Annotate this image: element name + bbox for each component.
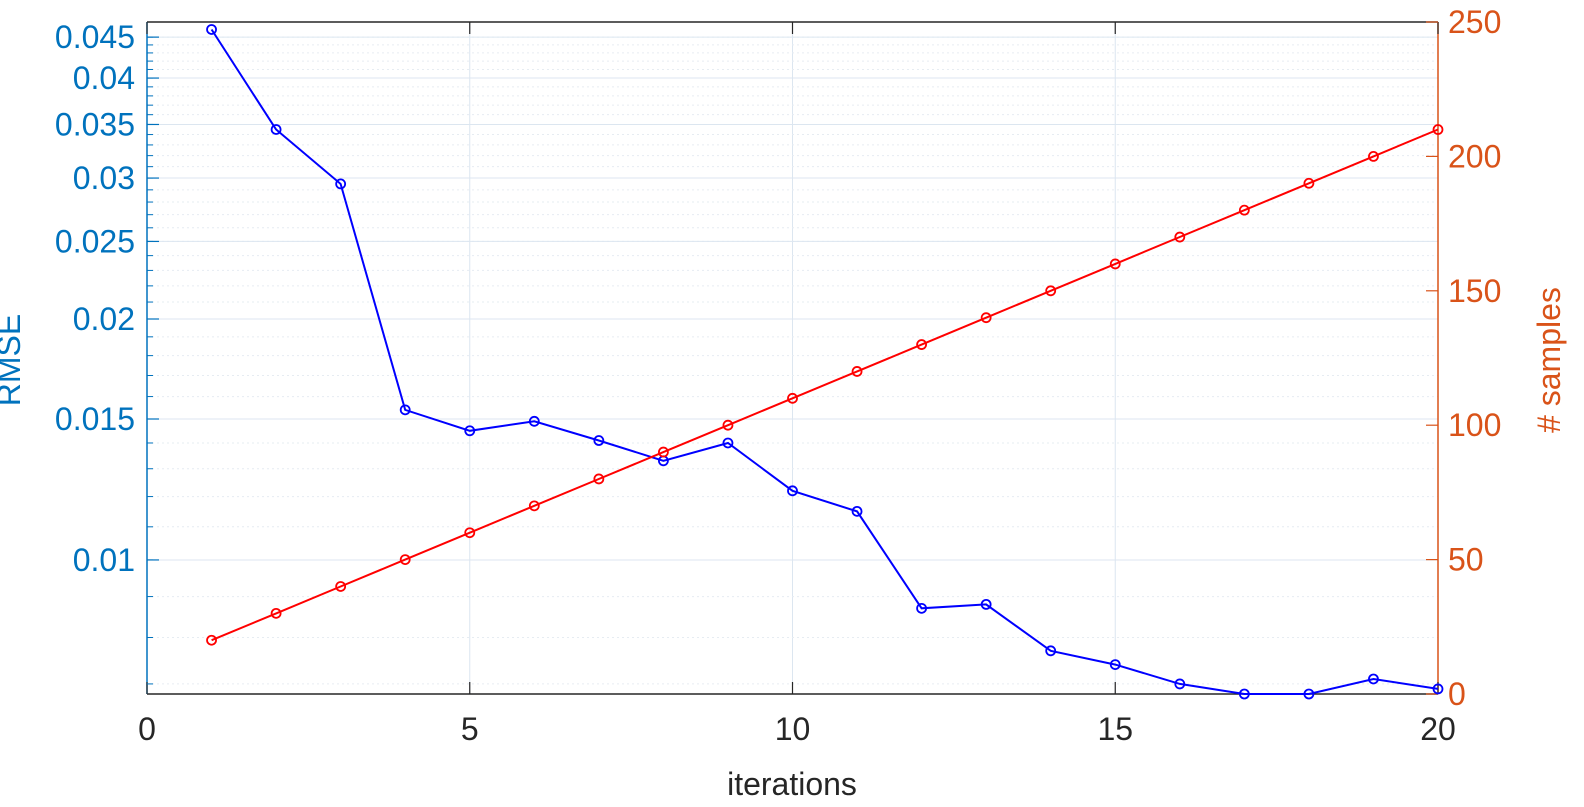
- x-axis-label: iterations: [727, 766, 857, 802]
- left-y-tick-label: 0.025: [55, 223, 135, 259]
- right-y-axis-label: # samples: [1531, 287, 1567, 433]
- rmse-point: [787, 485, 798, 497]
- left-y-tick-label: 0.01: [73, 542, 135, 578]
- x-tick-label: 10: [775, 711, 811, 747]
- rmse-point: [206, 24, 217, 35]
- rmse-point: [1174, 678, 1186, 690]
- rmse-point: [399, 404, 411, 416]
- grid: [146, 22, 1439, 694]
- samples-point: [593, 473, 605, 485]
- rmse-point: [335, 178, 347, 190]
- right-y-tick-label: 200: [1448, 138, 1501, 174]
- samples-point: [916, 339, 927, 350]
- left-y-tick-label: 0.015: [55, 401, 135, 437]
- samples-point: [1238, 204, 1250, 216]
- samples-point: [658, 446, 669, 458]
- left-y-tick-label: 0.035: [55, 106, 135, 142]
- samples-point: [1174, 231, 1186, 243]
- left-y-axis-label: RMSE: [0, 314, 27, 406]
- left-y-tick-label: 0.045: [55, 19, 135, 55]
- samples-point: [1045, 285, 1057, 297]
- rmse-point: [528, 415, 540, 427]
- x-tick-label: 5: [461, 711, 479, 747]
- rmse-point: [1238, 688, 1250, 700]
- right-y-tick-label: 50: [1448, 542, 1484, 578]
- samples-point: [1109, 258, 1121, 270]
- samples-point: [722, 419, 734, 431]
- rmse-point: [722, 437, 734, 449]
- rmse-series-line: [210, 28, 1439, 695]
- x-tick-label: 20: [1420, 711, 1456, 747]
- rmse-point: [593, 435, 605, 446]
- samples-point: [528, 500, 540, 512]
- samples-point: [335, 581, 347, 592]
- rmse-point: [1432, 683, 1444, 695]
- left-y-tick-label: 0.02: [73, 301, 135, 337]
- samples-point: [206, 634, 217, 646]
- samples-point: [1368, 150, 1379, 162]
- rmse-point: [1045, 645, 1057, 657]
- x-tick-label: 0: [138, 711, 156, 747]
- x-tick-label: 15: [1097, 711, 1133, 747]
- rmse-point: [851, 505, 863, 517]
- axes: [146, 21, 1439, 695]
- tick-labels: 0 5 10 15 20 0.01 0.015 0.02 0.025 0.03 0.035 0.04 0…: [55, 4, 1501, 747]
- samples-point: [464, 527, 476, 539]
- rmse-point: [1303, 688, 1315, 700]
- left-y-tick-label: 0.04: [73, 60, 135, 96]
- right-y-tick-label: 0: [1448, 676, 1466, 712]
- series: [206, 24, 1444, 700]
- samples-point: [1432, 124, 1444, 135]
- rmse-point: [1368, 673, 1379, 685]
- rmse-point: [270, 124, 282, 135]
- samples-series-line: [211, 128, 1439, 642]
- rmse-point: [464, 425, 476, 437]
- samples-point: [270, 607, 282, 619]
- left-y-tick-label: 0.03: [73, 160, 135, 196]
- samples-point: [787, 392, 798, 404]
- rmse-point: [980, 598, 992, 610]
- right-y-tick-label: 100: [1448, 407, 1501, 443]
- samples-point: [980, 312, 992, 324]
- right-y-tick-label: 250: [1448, 4, 1501, 40]
- samples-point: [851, 366, 863, 377]
- rmse-point: [916, 602, 927, 614]
- samples-point: [399, 554, 411, 565]
- samples-point: [1303, 177, 1315, 189]
- rmse-point: [1109, 659, 1121, 671]
- right-y-tick-label: 150: [1448, 273, 1501, 309]
